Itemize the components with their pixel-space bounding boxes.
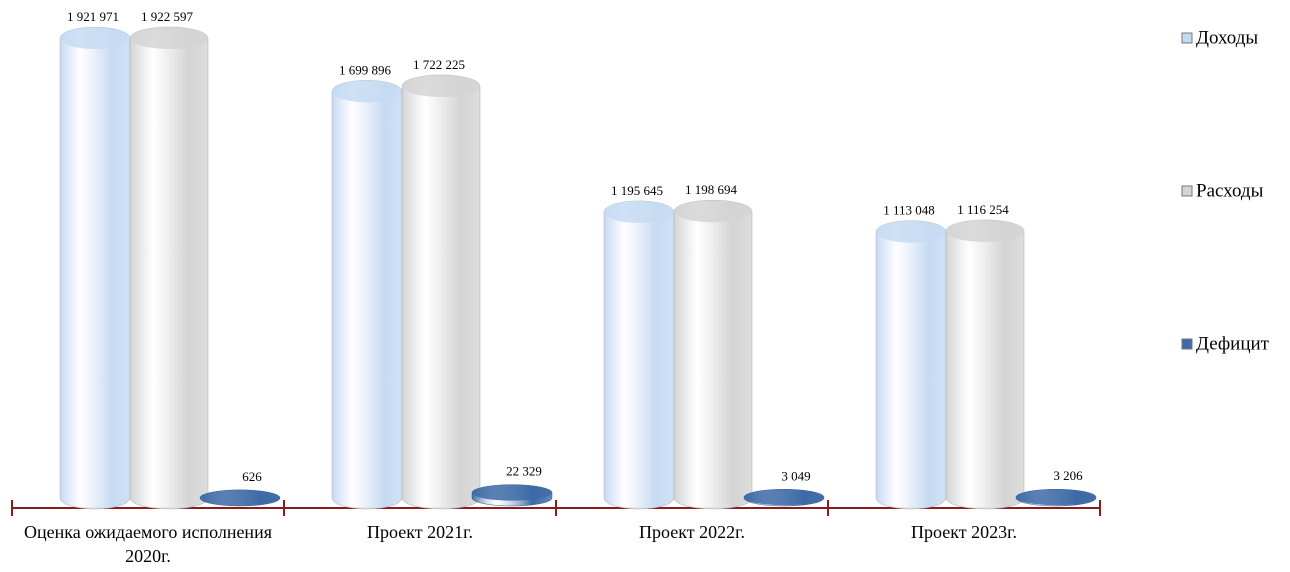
x-tick-label: Оценка ожидаемого исполнения 2020г. [24,522,272,566]
bar [129,26,209,510]
x-tick-label: Проект 2022г. [639,522,745,542]
legend-swatch [1181,338,1193,350]
data-label: 626 [242,469,262,484]
data-label: 3 206 [1053,468,1083,483]
bar-cap [876,220,946,243]
bar-cap [946,219,1024,242]
data-label: 1 922 597 [141,9,194,24]
bar-cap [604,200,674,223]
bar-cap [130,27,208,49]
legend-label: Дефицит [1196,333,1270,354]
bar-cap [60,27,130,50]
data-label: 1 113 048 [883,203,935,218]
data-label: 1 116 254 [957,202,1009,217]
bar-cap [472,484,552,501]
bar [603,200,675,510]
bar-cap [402,74,480,97]
data-label: 1 699 896 [339,62,392,77]
bar [59,26,131,510]
data-label: 1 195 645 [611,183,663,198]
data-label: 3 049 [781,468,810,483]
bar [331,80,403,510]
bar [945,219,1025,510]
data-label: 1 198 694 [685,182,738,197]
legend-swatch [1181,185,1193,197]
data-label: 22 329 [506,464,542,479]
bar-cap [674,200,752,223]
bar [875,220,947,510]
data-label: 1 722 225 [413,57,465,72]
x-tick-label: Проект 2023г. [911,522,1017,542]
bar [673,199,753,510]
bar [401,74,481,510]
data-label: 1 921 971 [67,9,119,24]
legend-swatch [1181,32,1193,44]
bar-cap [1016,489,1096,506]
legend-label: Расходы [1196,180,1264,201]
bar-cap [744,489,824,506]
bar-cap [332,80,402,103]
bar-cap [200,489,280,506]
legend-label: Доходы [1196,27,1258,48]
x-tick-label: Проект 2021г. [367,522,473,542]
